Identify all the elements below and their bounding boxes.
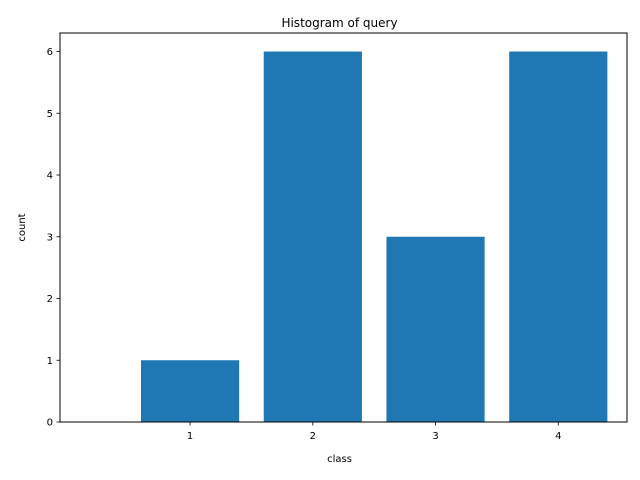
bar-2: [263, 51, 362, 423]
y-tick-label: 6: [47, 47, 53, 58]
bar-1: [141, 360, 240, 422]
y-axis-ticks: 0 1 2 3 4 5 6: [47, 47, 60, 429]
y-axis-label: count: [17, 213, 28, 241]
y-tick-label: 4: [47, 171, 53, 182]
x-tick-label: 1: [187, 431, 193, 442]
x-axis-ticks: 1 2 3 4: [187, 422, 561, 442]
y-tick-label: 5: [47, 109, 53, 120]
bar-4: [509, 51, 608, 423]
x-tick-label: 3: [432, 431, 438, 442]
x-tick-label: 2: [310, 431, 316, 442]
x-tick-label: 4: [555, 431, 561, 442]
bars-group: [141, 51, 608, 423]
x-axis-label: class: [327, 454, 352, 465]
y-tick-label: 0: [47, 418, 53, 429]
bar-3: [386, 236, 485, 422]
chart-title: Histogram of query: [281, 16, 397, 30]
y-tick-label: 2: [47, 294, 53, 305]
plot-frame: [59, 32, 628, 423]
y-tick-label: 3: [47, 232, 53, 243]
y-tick-label: 1: [47, 356, 53, 367]
